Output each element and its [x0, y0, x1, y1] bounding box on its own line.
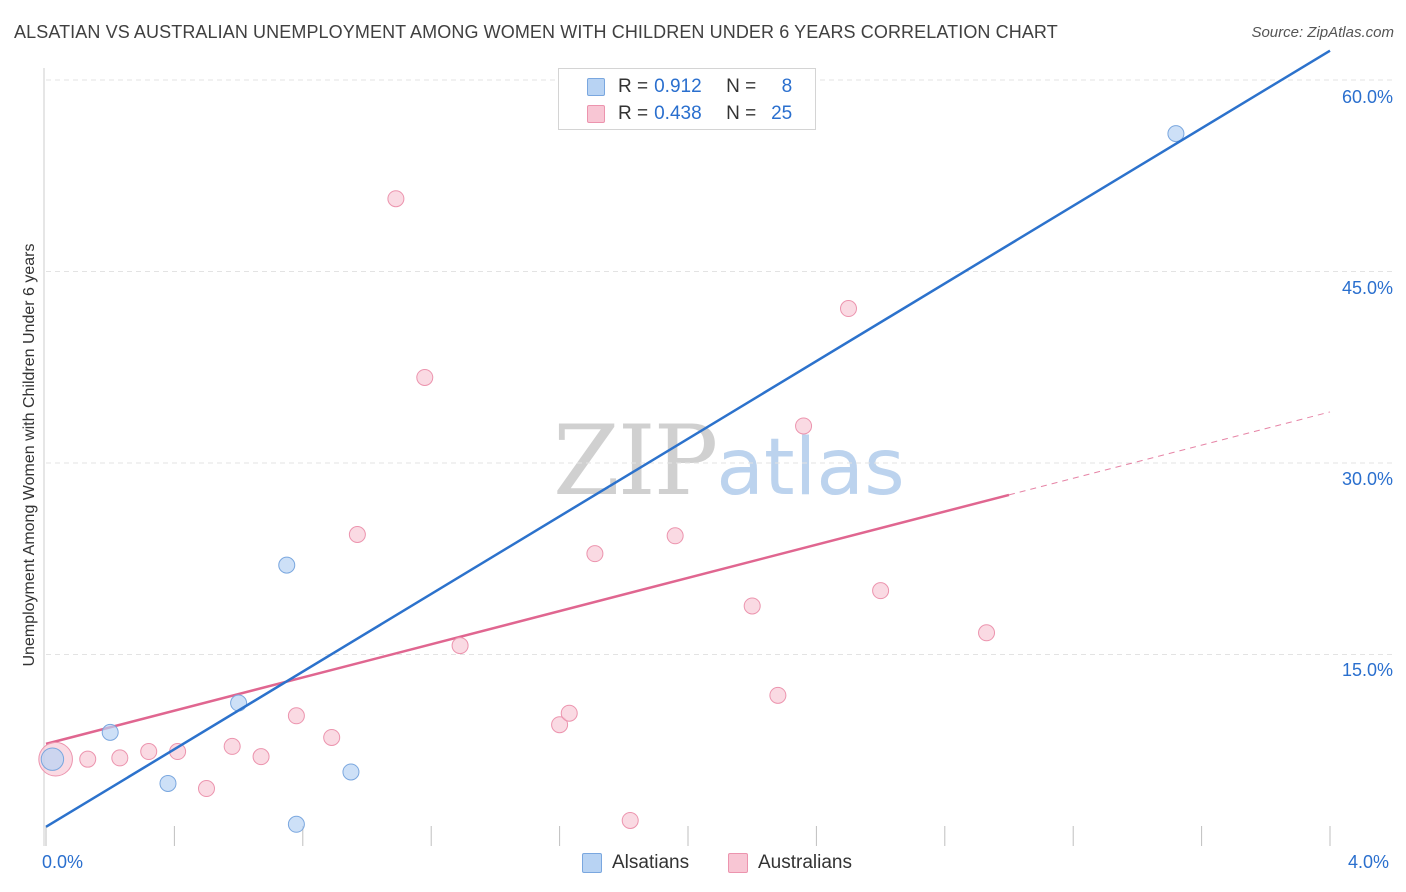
legend-r-label: R = — [618, 103, 649, 124]
legend-r-label: R = — [618, 76, 649, 97]
trendline-australians — [45, 493, 1010, 746]
legend-n-value: 8 — [781, 76, 793, 97]
point-australians-12 — [416, 368, 434, 386]
point-australians-22 — [840, 300, 857, 318]
y-tick-label-45: 45.0% — [1341, 278, 1393, 298]
chart-title: ALSATIAN VS AUSTRALIAN UNEMPLOYMENT AMON… — [14, 22, 1058, 42]
legend-label-australians: Australians — [758, 852, 852, 873]
y-axis-label: Unemployment Among Women with Children U… — [21, 243, 38, 667]
point-australians-20 — [769, 686, 787, 704]
point-alsatians-3 — [230, 694, 248, 712]
point-australians-11 — [387, 190, 405, 208]
trendline-alsatians — [45, 49, 1331, 828]
point-australians-2 — [111, 749, 129, 767]
y-tick-label-30: 30.0% — [1341, 469, 1393, 489]
point-australians-10 — [348, 525, 366, 543]
y-tick-label-15: 15.0% — [1341, 660, 1393, 680]
point-australians-21 — [795, 417, 813, 435]
point-australians-15 — [560, 704, 578, 722]
legend-n-label: N = — [726, 103, 757, 124]
legend-r-value: 0.438 — [654, 103, 702, 124]
point-alsatians-1 — [101, 723, 119, 741]
series-legend-alsatians: Alsatians — [582, 852, 689, 874]
legend-swatch-pink — [728, 853, 748, 873]
chart-source: Source: ZipAtlas.com — [1251, 24, 1394, 41]
x-tick-label-max: 4.0% — [1348, 852, 1390, 872]
x-tick-label-min: 0.0% — [42, 852, 84, 872]
point-australians-24 — [978, 624, 996, 642]
legend-n-label: N = — [726, 76, 757, 97]
zipatlas-watermark: ZIPatlas — [553, 405, 905, 517]
point-alsatians-7 — [1167, 125, 1185, 143]
legend-swatch-pink — [587, 105, 605, 123]
point-australians-3 — [140, 743, 158, 761]
point-australians-14 — [551, 716, 569, 734]
point-australians-8 — [287, 707, 305, 725]
point-australians-19 — [743, 597, 761, 615]
point-alsatians-6 — [342, 763, 360, 781]
legend-swatch-blue — [587, 78, 605, 96]
point-australians-16 — [586, 545, 604, 563]
correlation-legend: R = 0.912 N = 8 R = 0.438 N = 25 — [558, 68, 816, 130]
watermark-zip: ZIP — [553, 405, 718, 517]
series-legend-australians: Australians — [728, 852, 852, 874]
legend-row-alsatians: R = 0.912 N = 8 — [587, 74, 792, 100]
point-alsatians-0 — [40, 747, 65, 771]
legend-r-value: 0.912 — [654, 76, 702, 97]
watermark-atlas: atlas — [716, 423, 905, 513]
point-australians-6 — [223, 737, 241, 755]
point-australians-18 — [666, 527, 684, 545]
point-australians-9 — [323, 728, 341, 746]
point-alsatians-4 — [278, 556, 296, 574]
point-australians-23 — [872, 582, 890, 600]
point-australians-17 — [621, 811, 639, 829]
legend-row-australians: R = 0.438 N = 25 — [587, 101, 792, 127]
point-australians-5 — [198, 780, 215, 798]
y-tick-label-60: 60.0% — [1341, 87, 1393, 107]
legend-label-alsatians: Alsatians — [612, 852, 690, 873]
point-australians-1 — [79, 750, 97, 768]
point-australians-7 — [252, 748, 270, 766]
point-alsatians-5 — [287, 815, 305, 833]
trendline-australians-extension — [1008, 411, 1331, 496]
legend-swatch-blue — [582, 853, 602, 873]
point-australians-13 — [451, 637, 469, 655]
point-alsatians-2 — [159, 774, 177, 792]
legend-n-value: 25 — [771, 103, 793, 124]
